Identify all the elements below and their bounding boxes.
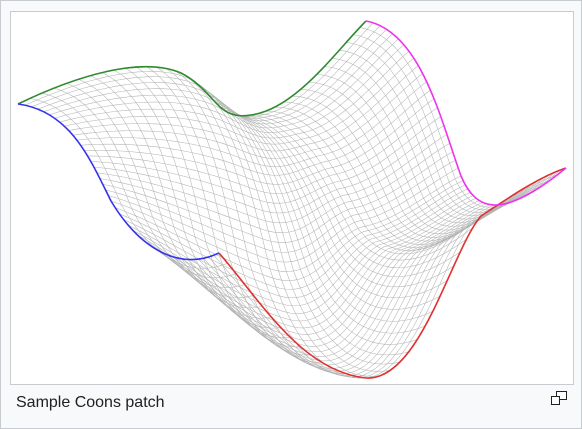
grid-line-v — [161, 204, 495, 353]
grid-line-v — [128, 192, 471, 307]
grid-line-u — [346, 41, 551, 213]
grid-line-v — [177, 202, 510, 366]
grid-lines-v — [24, 22, 558, 379]
grid-line-v — [102, 151, 453, 243]
grid-line-u — [339, 49, 545, 216]
grid-line-v — [108, 168, 459, 263]
grid-line-u — [125, 67, 301, 348]
grid-line-v — [96, 134, 448, 224]
grid-line-v — [208, 180, 550, 379]
grid-line-u — [353, 34, 556, 210]
grid-line-v — [197, 190, 535, 376]
grid-line-v — [213, 174, 558, 379]
grid-line-v — [59, 50, 410, 139]
grid-line-v — [90, 116, 441, 204]
grid-line-v — [142, 200, 480, 329]
grid-line-v — [76, 81, 427, 167]
grid-line-u — [204, 90, 409, 356]
figure-image[interactable] — [10, 11, 574, 385]
grid-line-v — [93, 125, 445, 214]
grid-line-v — [49, 38, 399, 129]
grid-line-v — [156, 204, 491, 347]
grid-line-v — [119, 184, 466, 290]
enlarge-icon-glyph — [551, 391, 567, 405]
grid-line-v — [105, 159, 456, 253]
coons-patch-diagram — [17, 20, 567, 379]
grid-line-v — [132, 195, 474, 314]
grid-line-v — [68, 65, 419, 152]
boundary-curve-bottom — [218, 167, 567, 379]
boundary-curve-right — [365, 20, 567, 206]
grid-line-v — [72, 73, 423, 159]
grid-line-u — [223, 109, 448, 299]
grid-line-v — [84, 98, 435, 185]
figure-caption: Sample Coons patch — [16, 394, 165, 411]
grid-line-v — [99, 142, 451, 233]
grid-line-u — [195, 82, 391, 372]
grid-line-u — [359, 27, 561, 208]
grid-line-v — [64, 57, 414, 145]
grid-line-u — [324, 66, 534, 223]
grid-line-u — [242, 115, 473, 261]
grid-line-v — [87, 107, 438, 194]
grid-line-v — [110, 175, 462, 272]
enlarge-icon[interactable] — [551, 391, 567, 405]
grid-line-v — [137, 198, 477, 322]
boundary-curve-left — [17, 103, 220, 261]
grid-line-v — [151, 203, 487, 341]
grid-line-v — [203, 186, 542, 378]
grid-line-u — [283, 101, 504, 242]
boundary-curve-top — [17, 20, 367, 117]
grid-line-v — [43, 33, 393, 125]
grid-line-v — [115, 180, 464, 281]
grid-line-v — [37, 29, 387, 122]
grid-line-v — [80, 89, 431, 176]
grid-line-v — [31, 25, 381, 119]
grid-line-u — [102, 72, 281, 329]
grid-line-u — [316, 74, 528, 227]
grid-line-v — [54, 44, 405, 133]
grid-line-v — [172, 203, 505, 362]
grid-line-u — [331, 57, 540, 220]
grid-line-u — [183, 74, 370, 379]
